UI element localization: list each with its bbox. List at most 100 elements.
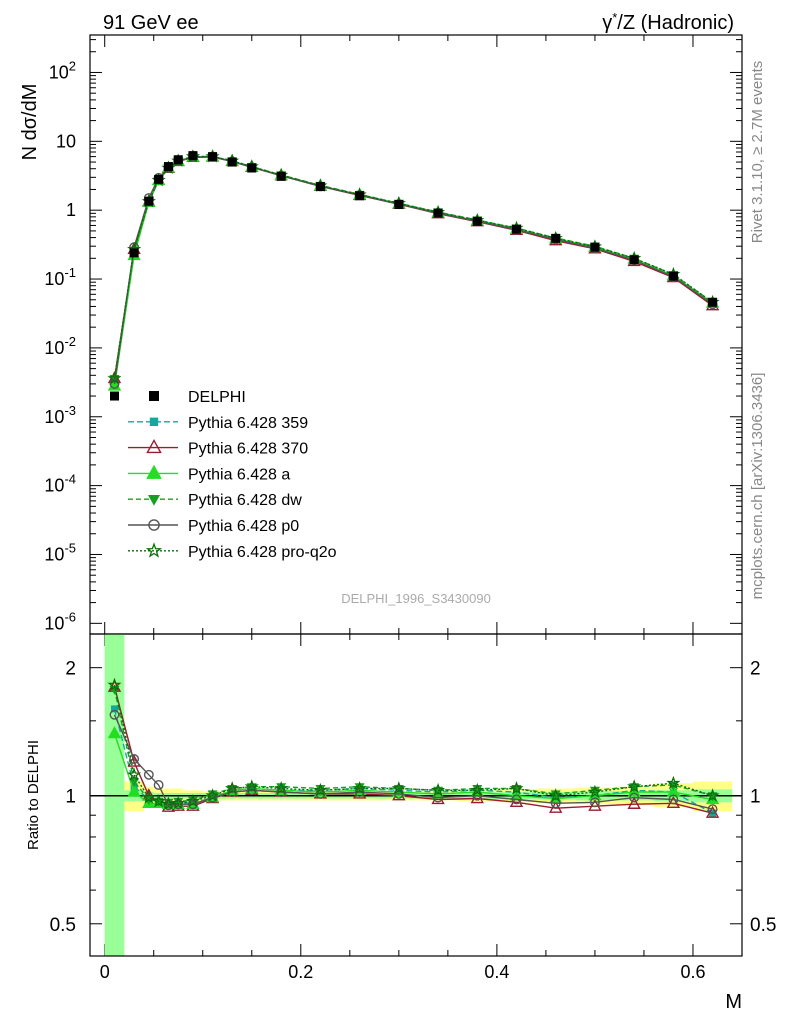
ratio-y-axis-label: Ratio to DELPHI	[25, 740, 42, 850]
series-359	[111, 153, 717, 386]
marker-triangle	[107, 726, 122, 739]
marker-circle	[315, 788, 326, 799]
ratio-series-line	[113, 708, 713, 814]
ratio-series-line	[113, 714, 713, 810]
marker-circle	[143, 769, 154, 780]
marker-triangle	[509, 794, 524, 808]
marker-star	[705, 788, 720, 802]
legend-entry: Pythia 6.428 a	[128, 464, 290, 483]
ratio-y-tick-label: 0.5	[50, 915, 76, 936]
marker-circle	[129, 754, 140, 764]
marker-star	[666, 775, 681, 790]
legend-entry: Pythia 6.428 359	[128, 415, 308, 432]
legend-entry: Pythia 6.428 370	[128, 438, 308, 458]
data-point	[144, 196, 154, 206]
marker-circle	[153, 780, 164, 790]
marker-triangle	[470, 791, 484, 804]
marker-star	[151, 794, 166, 808]
y-tick-label: 10-2	[44, 334, 76, 358]
data-point	[629, 255, 639, 265]
data-point	[472, 216, 482, 226]
marker-star	[225, 781, 240, 795]
analysis-id: DELPHI_1996_S3430090	[341, 591, 491, 606]
y-tick-label: 1	[66, 200, 76, 220]
data-point	[188, 151, 198, 161]
marker-circle	[393, 788, 404, 799]
data-point	[173, 155, 183, 165]
series-p0	[109, 151, 718, 389]
marker-star	[244, 779, 259, 793]
ratio-y-tick-label: 2	[750, 659, 761, 680]
marker-star	[161, 796, 176, 811]
data-point	[708, 297, 718, 307]
series-dw	[109, 152, 718, 384]
x-tick-label: 0	[100, 962, 110, 982]
data-point	[227, 157, 237, 167]
marker-star	[548, 788, 563, 802]
marker-circle	[550, 798, 561, 809]
marker-star	[470, 782, 485, 797]
marker-circle	[707, 804, 718, 815]
marker-star	[141, 790, 156, 804]
y-tick-label: 10-6	[44, 609, 76, 633]
marker-star	[107, 677, 122, 692]
marker-triangle	[127, 784, 141, 797]
data-point	[154, 174, 164, 184]
marker-triangle-down	[129, 778, 140, 788]
chart-labels: 91 GeV ee γ*/Z (Hadronic) N dσ/dM Ratio …	[19, 10, 766, 1013]
marker-circle	[433, 792, 444, 803]
series-line	[113, 156, 713, 387]
legend-label: Pythia 6.428 p0	[188, 518, 299, 535]
y-tick-label: 10-3	[44, 403, 76, 427]
ratio-y-tick-label: 1	[750, 787, 761, 808]
marker-triangle	[146, 438, 162, 454]
ratio-y-tick-label: 2	[65, 659, 76, 680]
marker-star	[313, 782, 328, 797]
legend-label: Pythia 6.428 a	[188, 466, 290, 483]
legend: DELPHI Pythia 6.428 359 Pythia 6.428 370 Py…	[128, 389, 337, 561]
series-line	[113, 156, 714, 383]
marker-triangle	[146, 464, 162, 479]
marker-triangle-down	[472, 784, 483, 794]
data-point	[511, 224, 521, 234]
marker-circle	[276, 787, 287, 798]
ratio-series-line	[113, 689, 713, 804]
marker-circle	[163, 800, 174, 811]
marker-circle	[109, 709, 120, 720]
legend-label: DELPHI	[188, 389, 246, 406]
data-point	[110, 391, 120, 401]
data-point	[355, 191, 365, 201]
marker-star	[430, 782, 446, 797]
ratio-series-p0	[109, 709, 718, 815]
data-point	[668, 271, 678, 281]
series-370	[107, 149, 720, 384]
legend-label: Pythia 6.428 pro-q2o	[188, 544, 337, 561]
marker-triangle	[627, 796, 641, 809]
y-tick-label: 10-4	[44, 472, 76, 496]
marker-circle	[148, 519, 160, 531]
data-point	[590, 242, 600, 252]
mcplots-label: mcplots.cern.ch [arXiv:1306.3436]	[749, 373, 766, 600]
header-right: γ*/Z (Hadronic)	[602, 10, 734, 34]
y-tick-label: 10-1	[44, 265, 76, 289]
marker-star	[587, 784, 603, 799]
marker-circle	[187, 799, 198, 810]
data-point	[149, 391, 159, 401]
series-line	[113, 156, 714, 379]
data-point	[551, 233, 561, 243]
ratio-series-line	[113, 684, 713, 805]
x-tick-label: 0.2	[288, 962, 313, 982]
marker-star	[509, 781, 524, 795]
data-point	[247, 163, 257, 173]
data-point	[315, 182, 325, 192]
data-point	[163, 162, 173, 172]
ratio-y-tick-label: 0.5	[750, 915, 776, 936]
ratio-frame-border	[89, 633, 743, 957]
marker-star	[205, 788, 220, 802]
legend-entry: Pythia 6.428 p0	[128, 518, 299, 535]
y-axis-label: N dσ/dM	[19, 84, 41, 161]
ratio-series-pro-q2o	[107, 677, 720, 811]
ratio-panel: 0 0.2 0.4 0.6 0.5 0.5 1 1 2 2	[50, 633, 776, 982]
marker-triangle-down	[589, 786, 600, 796]
